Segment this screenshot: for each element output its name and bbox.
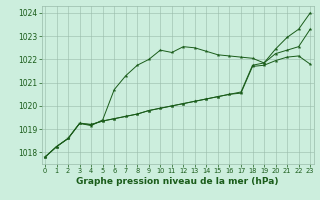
X-axis label: Graphe pression niveau de la mer (hPa): Graphe pression niveau de la mer (hPa) — [76, 177, 279, 186]
